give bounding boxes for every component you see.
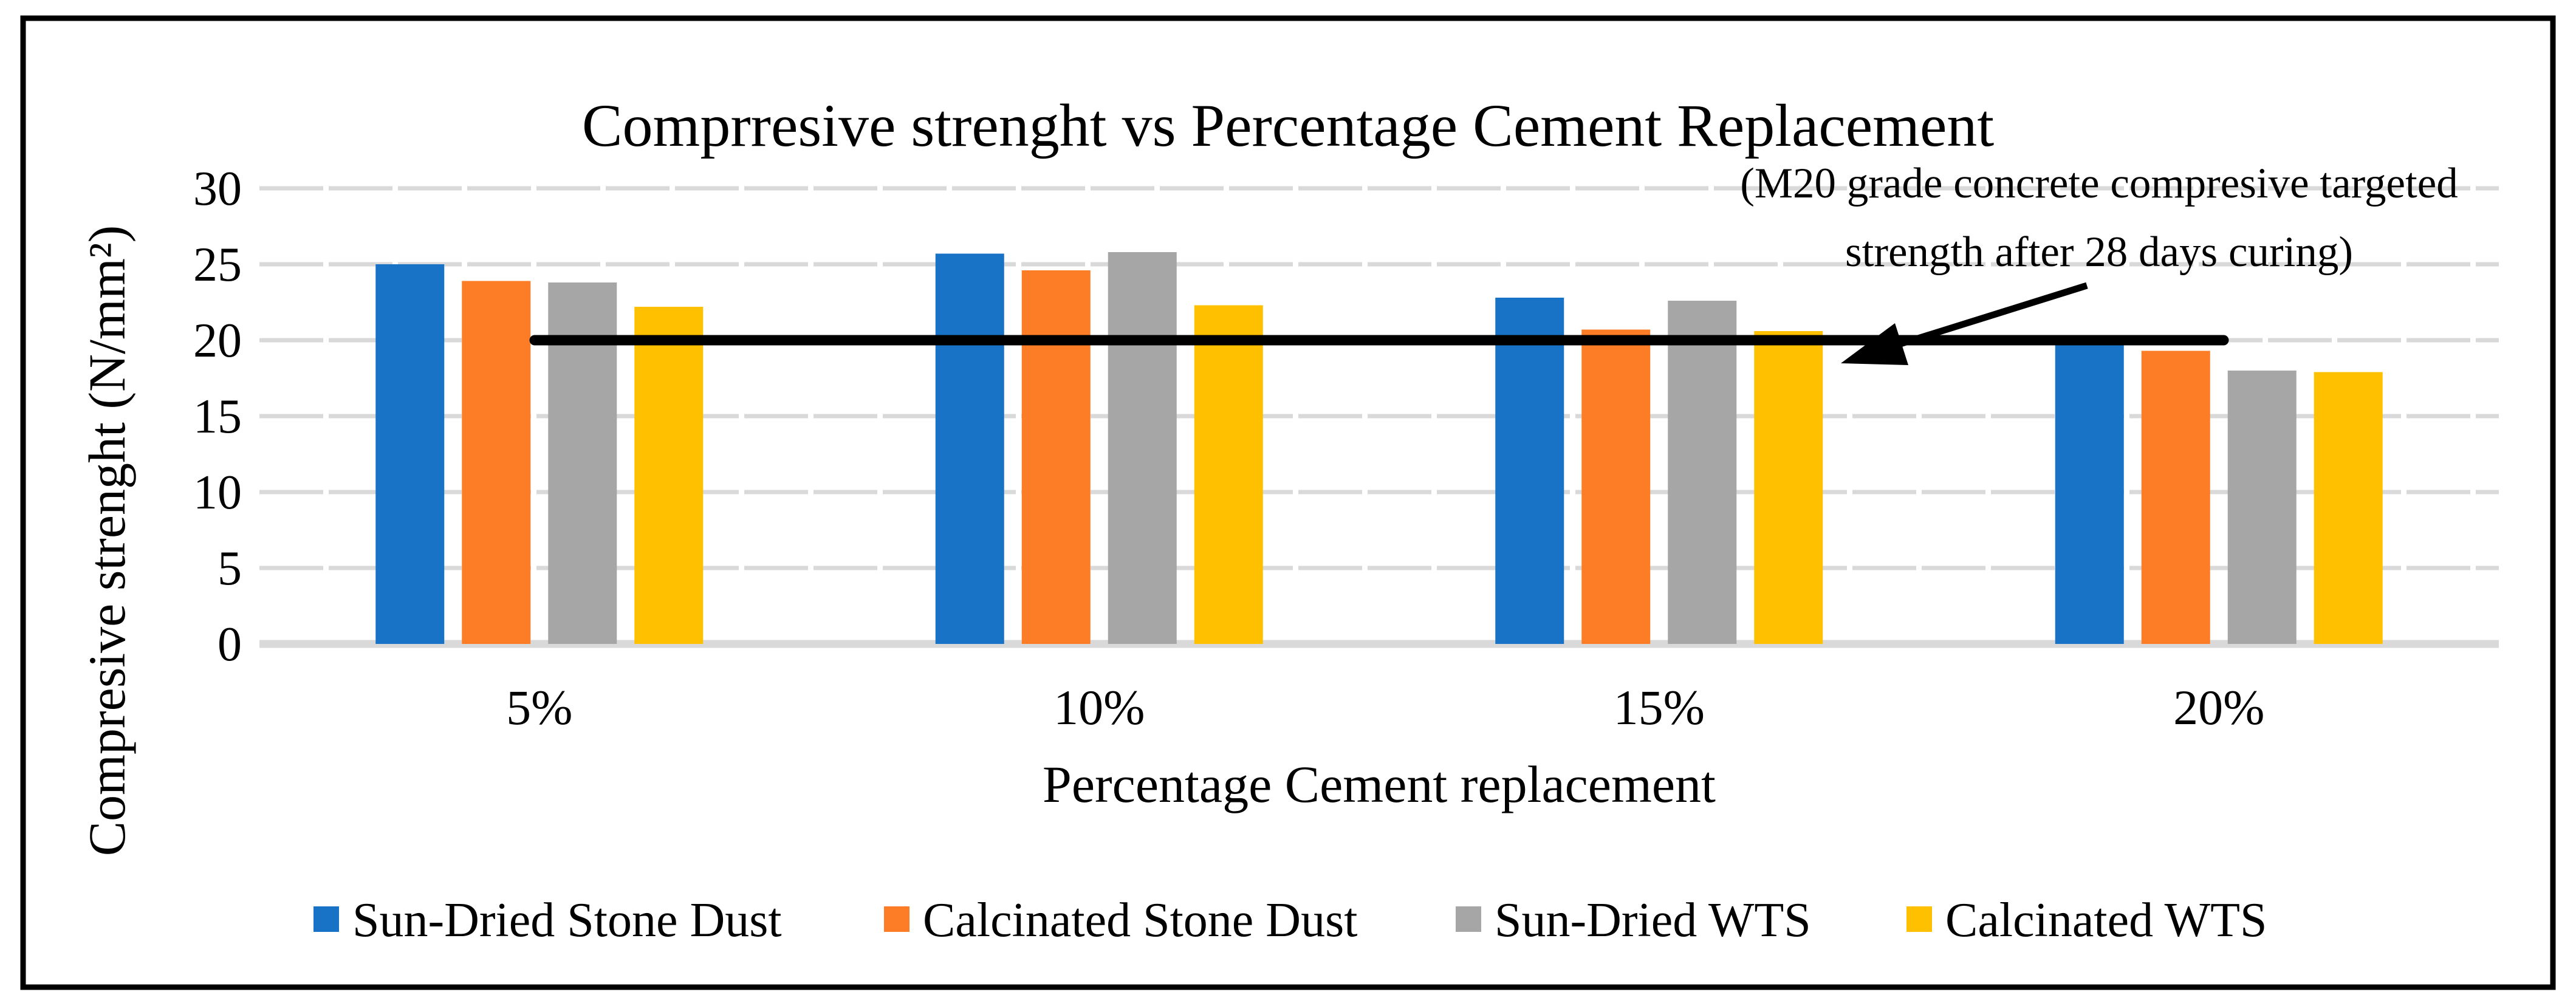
x-tick-label: 10% [1053, 680, 1145, 735]
y-tick-label: 0 [218, 618, 242, 671]
y-axis-title: Compresive strenght (N/mm²) [78, 225, 136, 857]
bar-10%-calcinated-wts [1194, 305, 1263, 644]
legend-item: Calcinated WTS [1906, 894, 2267, 947]
figure-border [20, 15, 2556, 990]
chart-title: Comprresive strenght vs Percentage Cemen… [582, 92, 1994, 159]
x-tick-label: 15% [1614, 680, 1705, 735]
bar-15%-sun-dried-stone-dust [1495, 298, 1564, 644]
legend-label: Sun-Dried Stone Dust [352, 894, 782, 947]
annotation-arrow-head [1841, 323, 1908, 365]
x-axis-title: Percentage Cement replacement [1043, 755, 1716, 813]
legend-label: Calcinated Stone Dust [923, 894, 1357, 947]
bar-5%-sun-dried-stone-dust [375, 264, 445, 644]
x-tick-label: 5% [506, 680, 572, 735]
bar-5%-calcinated-stone-dust [462, 281, 531, 644]
legend-swatch [884, 906, 909, 932]
legend: Sun-Dried Stone Dust Calcinated Stone Dus… [313, 894, 2267, 947]
legend-swatch [1906, 906, 1932, 932]
legend-label: Sun-Dried WTS [1495, 894, 1811, 947]
y-tick-label: 30 [193, 162, 242, 216]
legend-item: Sun-Dried Stone Dust [313, 894, 782, 947]
bar-20%-calcinated-wts [2314, 372, 2383, 644]
bar-15%-calcinated-wts [1754, 331, 1823, 644]
annotation-arrow [1841, 282, 2088, 365]
bar-10%-sun-dried-wts [1108, 252, 1177, 644]
y-tick-label: 25 [193, 238, 242, 292]
y-tick-label: 15 [193, 390, 242, 443]
y-tick-label: 10 [193, 466, 242, 519]
x-tick-label: 20% [2173, 680, 2264, 735]
bar-series [375, 252, 2383, 644]
bar-15%-calcinated-stone-dust [1581, 329, 1651, 644]
bar-15%-sun-dried-wts [1668, 301, 1737, 644]
bar-20%-sun-dried-stone-dust [2055, 343, 2124, 644]
legend-label: Calcinated WTS [1945, 894, 2267, 947]
annotation-text-line2: strength after 28 days curing) [1845, 228, 2353, 276]
legend-item: Calcinated Stone Dust [884, 894, 1357, 947]
bar-20%-calcinated-stone-dust [2141, 351, 2210, 644]
x-axis-tick-labels: 5% 10% 15% 20% [506, 680, 2264, 735]
bar-10%-calcinated-stone-dust [1021, 270, 1091, 644]
annotation-arrow-shaft [1897, 282, 2088, 348]
legend-swatch [313, 906, 339, 932]
bar-10%-sun-dried-stone-dust [935, 253, 1004, 644]
legend-item: Sun-Dried WTS [1456, 894, 1811, 947]
y-tick-label: 5 [218, 542, 242, 595]
y-axis-tick-labels: 0 5 10 15 20 25 30 [193, 162, 242, 671]
bar-5%-calcinated-wts [634, 307, 704, 644]
y-tick-label: 20 [193, 314, 242, 368]
bar-20%-sun-dried-wts [2227, 371, 2297, 644]
annotation-text-line1: (M20 grade concrete compresive targeted [1740, 160, 2458, 207]
legend-swatch [1456, 906, 1481, 932]
